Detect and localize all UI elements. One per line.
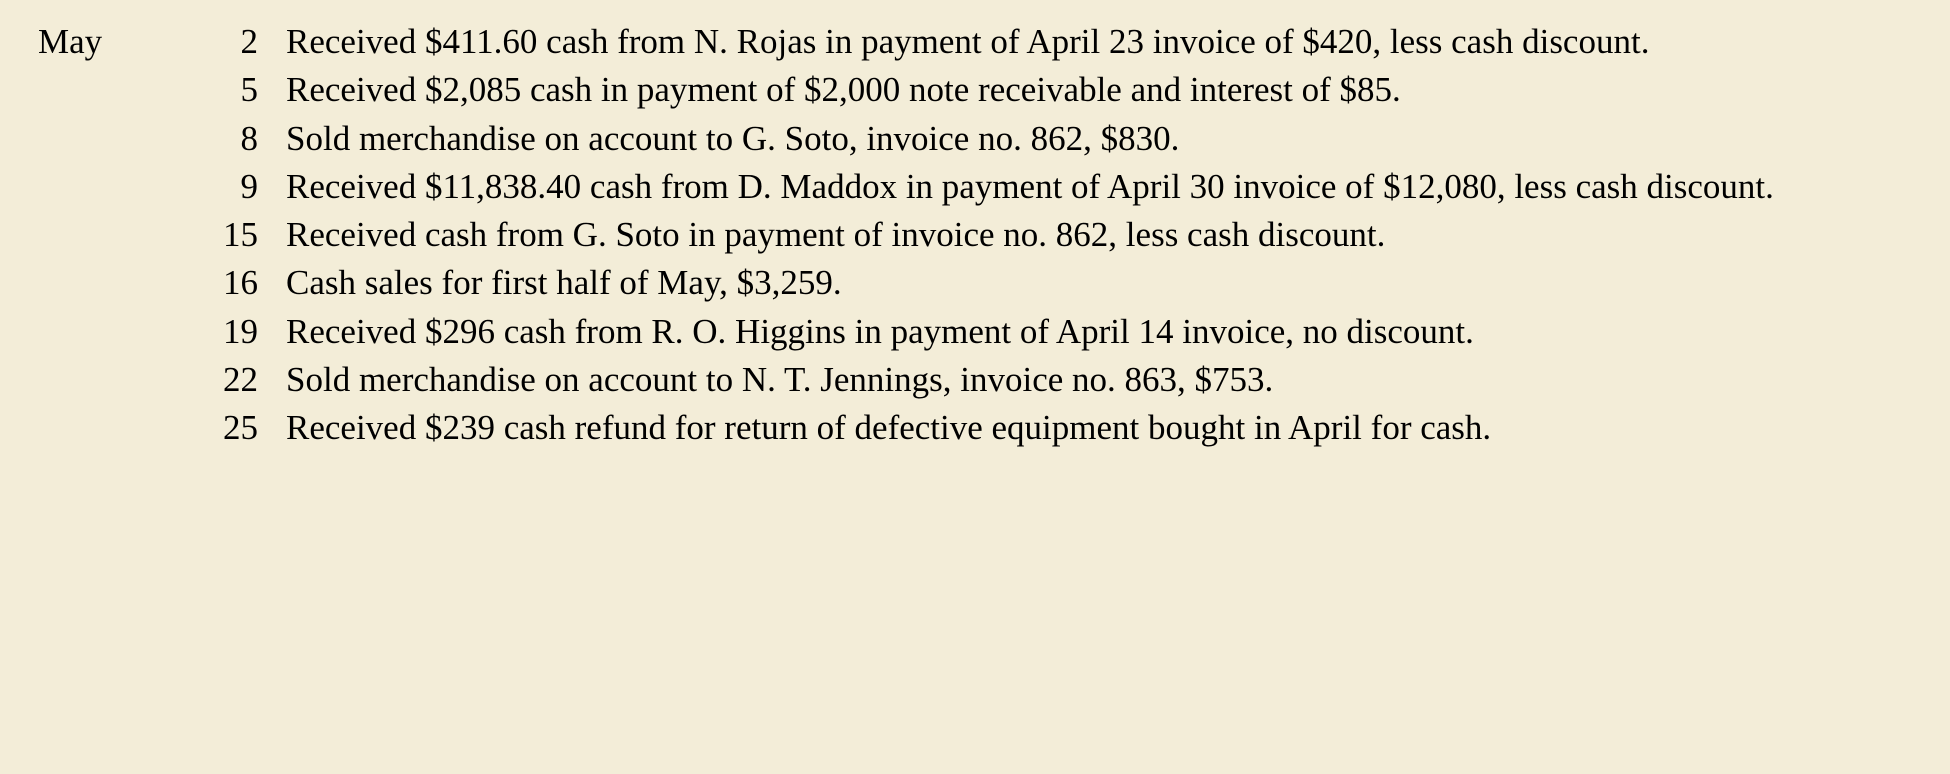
journal-entry: 16 Cash sales for first half of May, $3,… <box>38 259 1920 307</box>
entry-description: Received $11,838.40 cash from D. Maddox … <box>286 163 1920 211</box>
journal-entry: 5 Received $2,085 cash in payment of $2,… <box>38 66 1920 114</box>
journal-entry: May 2 Received $411.60 cash from N. Roja… <box>38 18 1920 66</box>
entry-description: Sold merchandise on account to N. T. Jen… <box>286 356 1920 404</box>
journal-entry: 8 Sold merchandise on account to G. Soto… <box>38 115 1920 163</box>
entry-day: 15 <box>138 211 286 259</box>
journal-list: May 2 Received $411.60 cash from N. Roja… <box>0 0 1950 453</box>
entry-day: 5 <box>138 66 286 114</box>
entry-day: 16 <box>138 259 286 307</box>
entry-description: Received $239 cash refund for return of … <box>286 404 1920 452</box>
entry-day: 25 <box>138 404 286 452</box>
entry-day: 19 <box>138 308 286 356</box>
journal-entry: 15 Received cash from G. Soto in payment… <box>38 211 1920 259</box>
entry-description: Cash sales for first half of May, $3,259… <box>286 259 1920 307</box>
entry-description: Sold merchandise on account to G. Soto, … <box>286 115 1920 163</box>
journal-entry: 25 Received $239 cash refund for return … <box>38 404 1920 452</box>
entry-description: Received cash from G. Soto in payment of… <box>286 211 1920 259</box>
entry-day: 9 <box>138 163 286 211</box>
journal-entry: 9 Received $11,838.40 cash from D. Maddo… <box>38 163 1920 211</box>
journal-entry: 19 Received $296 cash from R. O. Higgins… <box>38 308 1920 356</box>
entry-description: Received $296 cash from R. O. Higgins in… <box>286 308 1920 356</box>
entry-day: 8 <box>138 115 286 163</box>
entry-day: 22 <box>138 356 286 404</box>
entry-description: Received $411.60 cash from N. Rojas in p… <box>286 18 1920 66</box>
month-label: May <box>38 18 138 66</box>
entry-description: Received $2,085 cash in payment of $2,00… <box>286 66 1920 114</box>
entry-day: 2 <box>138 18 286 66</box>
journal-entry: 22 Sold merchandise on account to N. T. … <box>38 356 1920 404</box>
